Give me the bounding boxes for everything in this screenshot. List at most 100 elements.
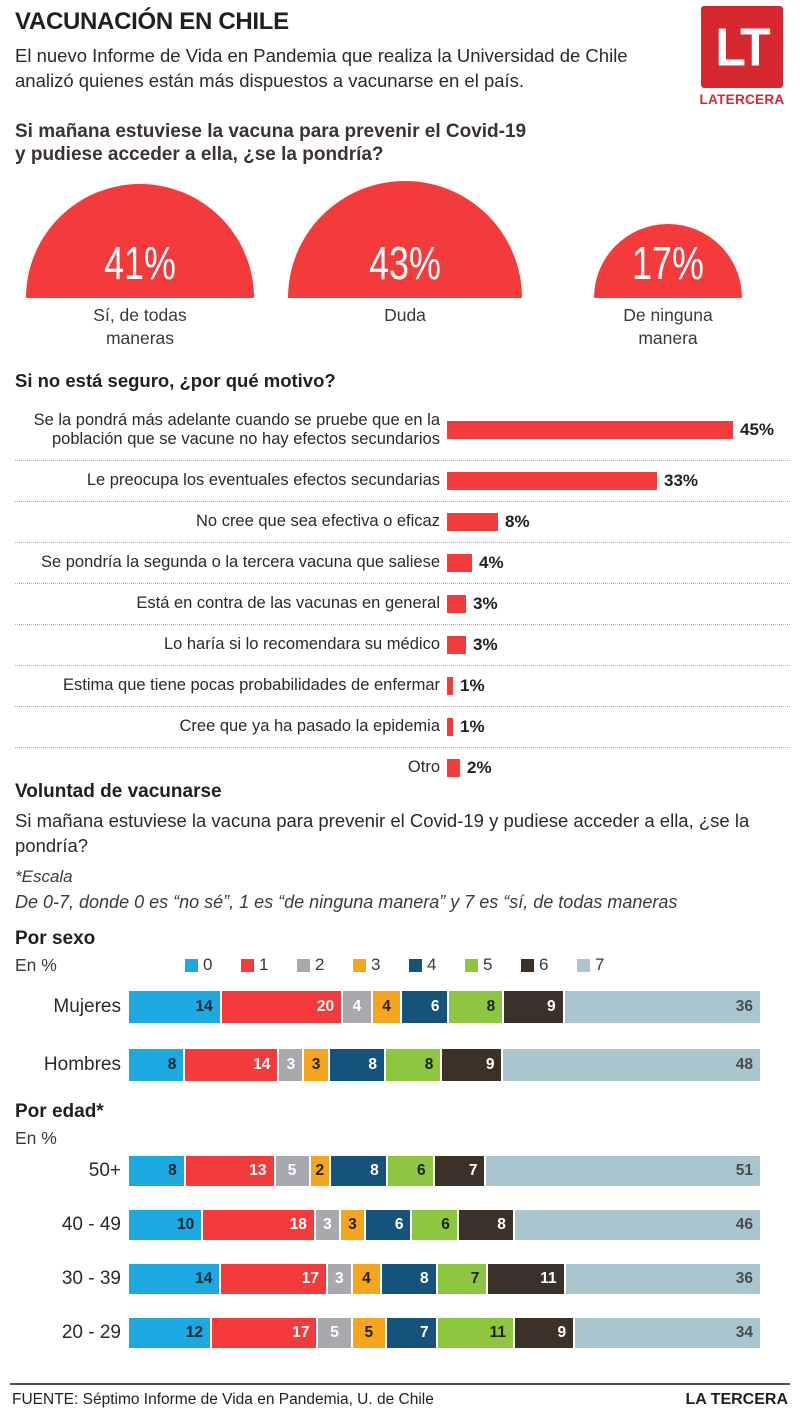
footer: FUENTE: Séptimo Informe de Vida en Pande… — [12, 1391, 788, 1409]
semicircle: 43% — [288, 181, 522, 298]
legend-item: 0 — [185, 955, 241, 975]
semicircle-category-label: De ninguna manera — [623, 305, 713, 348]
reason-bar — [447, 512, 498, 531]
bar-segment: 7 — [434, 1156, 487, 1186]
bar-segment: 9 — [504, 991, 565, 1023]
stack-row: 20 - 29 12 17 5 5 7 11 9 34 — [15, 1318, 785, 1348]
reasons-rows: Se la pondrá más adelante cuando se prue… — [15, 401, 790, 788]
segment-value: 8 — [168, 1162, 177, 1179]
legend-item: 5 — [465, 955, 521, 975]
bar-segment: 8 — [382, 1264, 438, 1294]
segment-value: 14 — [195, 998, 213, 1015]
bar-segment: 4 — [352, 1264, 383, 1294]
bar-segment: 3 — [304, 1049, 330, 1081]
bar-segment: 5 — [352, 1318, 387, 1348]
legend-label: 7 — [595, 955, 605, 974]
segment-value: 51 — [735, 1162, 753, 1179]
legend-label: 2 — [315, 955, 325, 974]
segment-value: 10 — [177, 1216, 195, 1233]
reasons-chart: Si no está seguro, ¿por qué motivo? Se l… — [15, 370, 790, 788]
segment-value: 17 — [292, 1324, 310, 1341]
segment-value: 11 — [540, 1270, 557, 1287]
main-question-line1: Si mañana estuviese la vacuna para preve… — [15, 121, 527, 142]
legend-label: 0 — [203, 955, 213, 974]
bar-segment: 5 — [318, 1318, 353, 1348]
reason-bar — [447, 758, 460, 777]
legend-item: 7 — [577, 955, 633, 975]
bar-segment: 11 — [488, 1264, 566, 1294]
page-title: VACUNACIÓN EN CHILE — [15, 8, 289, 35]
bar-segment: 4 — [372, 991, 403, 1023]
bar-segment: 8 — [458, 1210, 515, 1240]
segment-value: 4 — [362, 1270, 371, 1287]
legend-swatch-icon — [409, 958, 422, 972]
legend-label: 1 — [259, 955, 269, 974]
reason-row: Se la pondrá más adelante cuando se prue… — [15, 401, 790, 461]
bar-segment: 46 — [514, 1210, 761, 1240]
main-question: Si mañana estuviese la vacuna para preve… — [15, 120, 526, 166]
bar-segment: 14 — [129, 1264, 222, 1294]
stack-row-label: Mujeres — [53, 996, 121, 1017]
segment-value: 3 — [286, 1056, 296, 1073]
bar-segment: 5 — [275, 1156, 311, 1186]
segment-value: 18 — [289, 1216, 307, 1233]
segment-value: 6 — [417, 1162, 426, 1179]
semicircle: 17% — [594, 224, 742, 298]
latercera-logo: LT LATERCERA — [694, 6, 790, 107]
segment-value: 17 — [301, 1270, 319, 1287]
segment-value: 5 — [287, 1162, 297, 1179]
reason-row: Cree que ya ha pasado la epidemia 1% — [15, 707, 790, 748]
stack-row: 40 - 49 10 18 3 3 6 6 8 46 — [15, 1210, 785, 1240]
por-sexo-chart: Por sexo En % 0 1 2 3 4 5 6 7 Mujeres 14 20 4 4 6 8 9 3… — [15, 928, 785, 1081]
legend-label: 5 — [483, 955, 493, 974]
reason-value: 4% — [479, 552, 504, 572]
escala-description: De 0-7, donde 0 es “no sé”, 1 es “de nin… — [15, 891, 678, 912]
segment-value: 46 — [735, 1216, 754, 1233]
bar-segment: 6 — [402, 991, 449, 1023]
segment-value: 11 — [489, 1324, 507, 1341]
logo-initials: LT — [715, 16, 770, 78]
por-sexo-unit: En % — [15, 955, 57, 975]
stack-row: Mujeres 14 20 4 4 6 8 9 36 — [15, 991, 785, 1023]
bar-segment: 17 — [221, 1264, 328, 1294]
bar-segment: 10 — [129, 1210, 204, 1240]
bar-segment: 8 — [129, 1049, 186, 1081]
legend-swatch-icon — [241, 958, 254, 972]
segment-value: 2 — [315, 1162, 325, 1179]
segment-value: 9 — [546, 998, 556, 1015]
por-edad-unit: En % — [15, 1128, 57, 1148]
bar-segment: 6 — [387, 1156, 435, 1186]
reason-label: Está en contra de las vacunas en general — [136, 594, 440, 613]
segment-value: 8 — [424, 1056, 434, 1073]
reasons-title: Si no está seguro, ¿por qué motivo? — [15, 370, 336, 391]
segment-value: 8 — [486, 998, 496, 1015]
segment-value: 5 — [330, 1324, 339, 1341]
reason-bar — [447, 553, 472, 572]
segment-value: 14 — [253, 1056, 271, 1073]
bar-segment: 3 — [327, 1264, 353, 1294]
segment-value: 3 — [348, 1216, 357, 1233]
reason-row: Le preocupa los eventuales efectos secun… — [15, 461, 790, 502]
legend-item: 1 — [241, 955, 297, 975]
main-question-line2: y pudiese acceder a ella, ¿se la pondría… — [15, 144, 384, 166]
stack-row-label: Hombres — [43, 1054, 121, 1075]
legend-swatch-icon — [521, 958, 534, 972]
reason-value: 3% — [473, 634, 498, 654]
bar-segment: 14 — [185, 1049, 280, 1081]
segment-value: 6 — [441, 1216, 450, 1233]
reason-value: 1% — [460, 675, 485, 695]
bar-segment: 11 — [437, 1318, 516, 1348]
source-text: FUENTE: Séptimo Informe de Vida en Pande… — [12, 1391, 434, 1408]
segment-value: 6 — [394, 1216, 404, 1233]
reason-label: Otro — [407, 758, 440, 777]
legend-item: 2 — [297, 955, 353, 975]
segment-value: 3 — [323, 1216, 332, 1233]
legend-swatch-icon — [297, 958, 310, 972]
por-sexo-rows: Mujeres 14 20 4 4 6 8 9 36 Hombres 8 14 3 3 8 8 9 48 — [15, 991, 785, 1081]
reason-row: Estima que tiene pocas probabilidades de… — [15, 666, 790, 707]
bar-segment: 2 — [310, 1156, 331, 1186]
legend-item: 4 — [409, 955, 465, 975]
bar-segment: 8 — [385, 1049, 443, 1081]
reason-label: Estima que tiene pocas probabilidades de… — [63, 676, 440, 695]
